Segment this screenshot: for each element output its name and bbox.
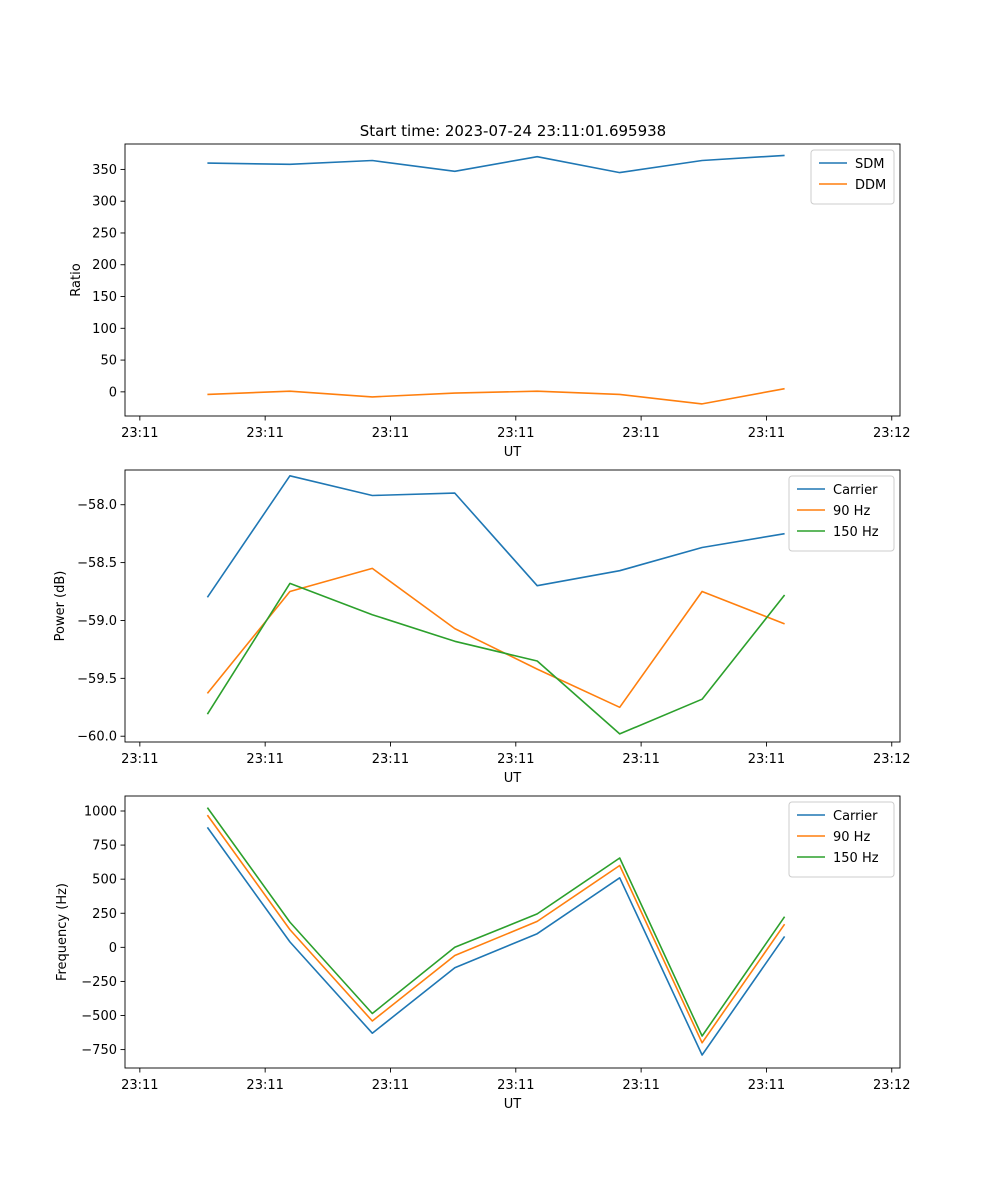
series-line-ddm xyxy=(207,387,785,405)
x-tick-label: 23:11 xyxy=(748,426,785,441)
legend: SDM DDM xyxy=(810,149,895,205)
legend-label: SDM xyxy=(855,157,884,172)
x-tick-label: 23:11 xyxy=(622,752,659,767)
y-tick-label: −59.5 xyxy=(77,672,117,687)
y-tick-label: 500 xyxy=(92,873,117,888)
y-tick-label: −60.0 xyxy=(77,730,117,745)
panel-2: 23:11 23:11 23:11 23:11 23:11 23:11 23:12 −60.0… xyxy=(53,469,910,786)
y-axis-label: Power (dB) xyxy=(53,571,68,642)
x-tick-label: 23:11 xyxy=(246,1078,283,1093)
legend: Carrier 90 Hz 150 Hz xyxy=(788,475,895,552)
axes-frame xyxy=(124,143,901,417)
y-axis-label: Frequency (Hz) xyxy=(55,883,70,981)
y-tick-label: 0 xyxy=(109,385,117,400)
x-tick-label: 23:11 xyxy=(497,1078,534,1093)
legend-box xyxy=(788,801,895,878)
x-tick-label: 23:12 xyxy=(873,752,910,767)
x-tick-label: 23:11 xyxy=(497,752,534,767)
y-tick-label: 250 xyxy=(92,907,117,922)
y-tick-label: −58.0 xyxy=(77,498,117,513)
x-tick-label: 23:11 xyxy=(622,426,659,441)
x-tick-label: 23:11 xyxy=(497,426,534,441)
x-axis-label: UT xyxy=(504,771,522,786)
legend-label: 90 Hz xyxy=(833,504,870,519)
y-tick-label: 50 xyxy=(100,354,117,369)
series-line-carrier xyxy=(206,826,786,1056)
series-line-150-hz xyxy=(206,807,786,1037)
y-tick-label: −750 xyxy=(81,1043,117,1058)
legend-label: DDM xyxy=(855,178,886,193)
y-tick-label: 350 xyxy=(92,163,117,178)
y-tick-label: 750 xyxy=(92,839,117,854)
panels: 23:11 23:11 23:11 23:11 23:11 23:11 23:12 0 50 10… xyxy=(53,143,910,1112)
y-tick-label: −58.5 xyxy=(77,556,117,571)
legend-label: 150 Hz xyxy=(833,851,879,866)
y-tick-label: −59.0 xyxy=(77,614,117,629)
series-line-150-hz xyxy=(206,582,786,735)
x-tick-label: 23:11 xyxy=(372,752,409,767)
legend-label: Carrier xyxy=(833,483,878,498)
legend-label: 150 Hz xyxy=(833,525,879,540)
x-tick-label: 23:12 xyxy=(873,1078,910,1093)
series-line-90-hz xyxy=(206,814,786,1044)
x-tick-label: 23:11 xyxy=(622,1078,659,1093)
x-tick-label: 23:11 xyxy=(121,1078,158,1093)
y-tick-label: 100 xyxy=(92,322,117,337)
x-tick-label: 23:12 xyxy=(873,426,910,441)
legend-box xyxy=(788,475,895,552)
y-tick-label: 0 xyxy=(109,941,117,956)
y-tick-label: −500 xyxy=(81,1009,117,1024)
series-line-carrier xyxy=(206,474,785,598)
axes-frame xyxy=(124,795,901,1069)
y-tick-label: 1000 xyxy=(84,804,117,819)
legend-label: 90 Hz xyxy=(833,830,870,845)
axes-frame xyxy=(124,469,901,743)
x-tick-label: 23:11 xyxy=(748,1078,785,1093)
x-tick-label: 23:11 xyxy=(121,752,158,767)
x-axis-label: UT xyxy=(504,1097,522,1112)
y-axis-label: Ratio xyxy=(69,263,84,296)
y-tick-label: 200 xyxy=(92,258,117,273)
x-tick-label: 23:11 xyxy=(246,752,283,767)
series-line-sdm xyxy=(207,154,785,174)
legend-label: Carrier xyxy=(833,809,878,824)
x-axis-label: UT xyxy=(504,445,522,460)
y-tick-label: 150 xyxy=(92,290,117,305)
series-line-90-hz xyxy=(206,567,785,709)
y-tick-label: −250 xyxy=(81,975,117,990)
y-tick-label: 250 xyxy=(92,226,117,241)
x-tick-label: 23:11 xyxy=(748,752,785,767)
legend: Carrier 90 Hz 150 Hz xyxy=(788,801,895,878)
x-tick-label: 23:11 xyxy=(246,426,283,441)
y-tick-label: 300 xyxy=(92,195,117,210)
figure-title: Start time: 2023-07-24 23:11:01.695938 xyxy=(360,122,666,140)
x-tick-label: 23:11 xyxy=(372,1078,409,1093)
panel-1: 23:11 23:11 23:11 23:11 23:11 23:11 23:12 0 50 10… xyxy=(69,143,910,460)
x-tick-label: 23:11 xyxy=(121,426,158,441)
x-tick-label: 23:11 xyxy=(372,426,409,441)
panel-3: 23:11 23:11 23:11 23:11 23:11 23:11 23:12 −750 −… xyxy=(55,795,910,1112)
